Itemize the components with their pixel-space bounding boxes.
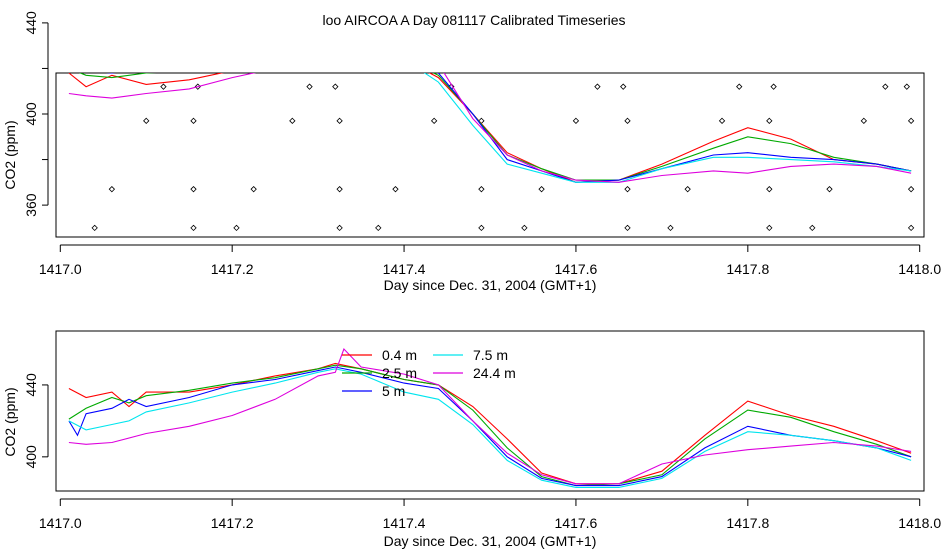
bottom-series-line-2	[68, 366, 912, 487]
data-marker	[160, 83, 167, 90]
data-marker	[478, 224, 485, 232]
bottom-y-axis-label: CO2 (ppm)	[2, 387, 18, 456]
data-marker	[620, 83, 627, 90]
data-marker	[766, 186, 773, 193]
top-y-tick-label: 440	[23, 11, 39, 35]
legend-label: 24.4 m	[473, 365, 516, 381]
data-marker	[718, 117, 726, 124]
data-marker	[907, 224, 915, 232]
data-marker	[91, 224, 98, 232]
data-marker	[903, 83, 910, 90]
bottom-plot-frame	[55, 330, 925, 492]
bottom-x-axis-label: Day since Dec. 31, 2004 (GMT+1)	[384, 533, 597, 549]
top-marker-layer	[91, 83, 915, 232]
data-marker	[233, 224, 240, 232]
bottom-x-tick-label: 1418.0	[898, 515, 941, 531]
top-y-tick-label: 400	[23, 102, 39, 126]
top-x-tick-label: 1417.8	[726, 261, 769, 277]
bottom-series-layer	[68, 347, 912, 488]
top-series-layer	[68, 73, 912, 183]
data-marker	[332, 83, 339, 90]
bottom-x-tick-label: 1417.2	[211, 515, 254, 531]
bottom-y-axis: 400 440	[23, 373, 49, 469]
data-marker	[190, 186, 197, 193]
data-marker	[336, 224, 343, 232]
legend-label: 2.5 m	[382, 365, 417, 381]
data-marker	[521, 224, 528, 232]
data-marker	[289, 117, 296, 124]
data-marker	[478, 186, 485, 193]
bottom-series-line-4	[68, 347, 912, 485]
top-series-line-2	[105, 73, 912, 183]
data-marker	[766, 224, 773, 232]
data-marker	[624, 224, 631, 232]
top-x-tick-label: 1418.0	[898, 261, 941, 277]
data-marker	[143, 117, 150, 124]
data-marker	[306, 83, 313, 90]
legend-label: 5 m	[382, 383, 405, 399]
top-series-line-0	[68, 73, 912, 183]
bottom-x-tick-label: 1417.6	[555, 515, 598, 531]
data-marker	[572, 117, 580, 124]
legend-label: 7.5 m	[473, 347, 508, 363]
bottom-x-tick-label: 1417.4	[383, 515, 426, 531]
data-marker	[250, 186, 257, 193]
legend: 0.4 m 2.5 m 5 m 7.5 m 24.4 m	[342, 347, 516, 399]
bottom-x-tick-label: 1417.8	[726, 515, 769, 531]
data-marker	[375, 224, 382, 232]
bottom-x-axis: 1417.0 1417.2 1417.4 1417.6 1417.8 1418.0	[39, 498, 941, 531]
data-marker	[907, 186, 915, 193]
data-marker	[624, 117, 631, 124]
data-marker	[594, 83, 601, 90]
legend-label: 0.4 m	[382, 347, 417, 363]
data-marker	[336, 186, 343, 193]
top-x-tick-label: 1417.0	[39, 261, 82, 277]
top-x-axis: 1417.0 1417.2 1417.4 1417.6 1417.8 1418.0	[39, 244, 941, 277]
top-y-tick-label: 360	[23, 193, 39, 217]
bottom-x-tick-label: 1417.0	[39, 515, 82, 531]
top-panel: 360 400 440 1417.0 1417.2 1417.4 1417.6 1417.8…	[2, 11, 941, 293]
data-marker	[624, 186, 631, 193]
data-marker	[190, 224, 197, 232]
bottom-y-tick-label: 440	[23, 373, 39, 397]
data-marker	[766, 117, 773, 124]
bottom-series-line-3	[68, 368, 912, 488]
data-marker	[430, 117, 438, 124]
data-marker	[190, 117, 197, 124]
data-marker	[882, 83, 889, 90]
data-marker	[736, 83, 743, 90]
top-x-axis-label: Day since Dec. 31, 2004 (GMT+1)	[384, 277, 597, 293]
data-marker	[108, 186, 116, 193]
top-series-line-3	[423, 73, 912, 183]
top-y-axis: 360 400 440	[23, 11, 49, 217]
figure-title: loo AIRCOA A Day 081117 Calibrated Times…	[323, 12, 626, 28]
top-plot-frame	[55, 72, 925, 238]
top-x-tick-label: 1417.6	[555, 261, 598, 277]
bottom-y-tick-label: 400	[23, 445, 39, 469]
top-x-tick-label: 1417.2	[211, 261, 254, 277]
top-series-line-4	[68, 73, 912, 183]
data-marker	[392, 186, 399, 193]
data-marker	[826, 186, 833, 193]
data-marker	[667, 224, 674, 232]
data-marker	[770, 83, 777, 90]
data-marker	[336, 117, 343, 124]
data-marker	[809, 224, 816, 232]
bottom-series-line-0	[68, 362, 912, 485]
data-marker	[538, 186, 545, 193]
bottom-series-line-1	[68, 364, 912, 487]
top-y-axis-label: CO2 (ppm)	[2, 120, 18, 189]
top-x-tick-label: 1417.4	[383, 261, 426, 277]
data-marker	[860, 117, 868, 124]
data-marker	[684, 186, 691, 193]
data-marker	[907, 117, 915, 124]
top-series-line-1	[78, 73, 912, 181]
